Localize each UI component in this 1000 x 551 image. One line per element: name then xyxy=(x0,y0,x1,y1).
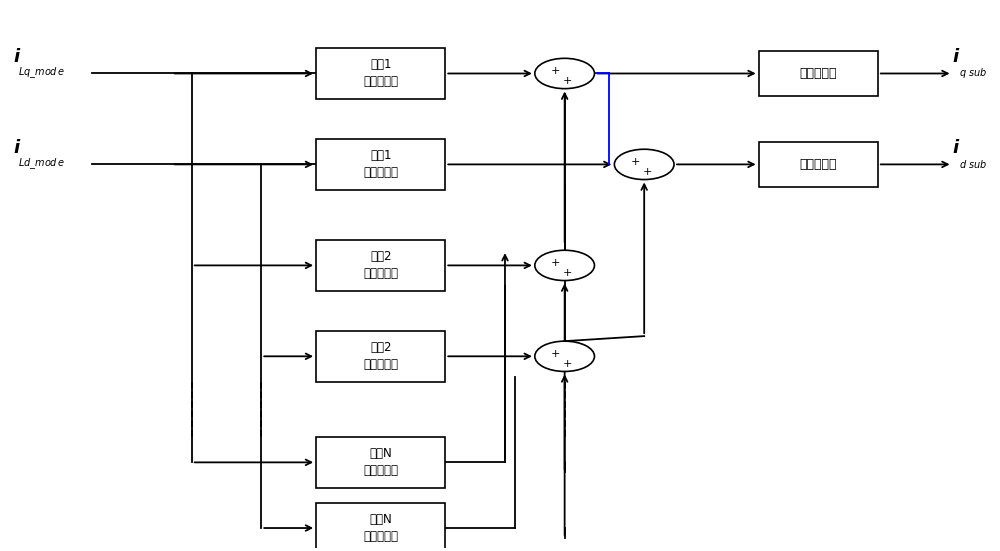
Text: 模态N
带通滤波器: 模态N 带通滤波器 xyxy=(363,513,398,543)
Text: $\boldsymbol{i}$: $\boldsymbol{i}$ xyxy=(13,48,21,66)
Text: +: + xyxy=(631,157,640,167)
Text: 模态1
带通滤波器: 模态1 带通滤波器 xyxy=(363,149,398,180)
Text: $_{Lq\_mod\,e}$: $_{Lq\_mod\,e}$ xyxy=(18,66,65,81)
Text: +: + xyxy=(551,258,560,268)
Text: 模态2
带通滤波器: 模态2 带通滤波器 xyxy=(363,250,398,280)
Circle shape xyxy=(614,149,674,180)
Bar xyxy=(316,437,445,488)
Text: $\boldsymbol{i}$: $\boldsymbol{i}$ xyxy=(13,139,21,157)
Bar xyxy=(316,331,445,381)
Text: $_{d\ sub}$: $_{d\ sub}$ xyxy=(959,158,988,171)
Bar xyxy=(759,142,878,187)
Text: +: + xyxy=(563,76,572,86)
Text: 模态1
带通滤波器: 模态1 带通滤波器 xyxy=(363,58,398,89)
Text: 模态2
带通滤波器: 模态2 带通滤波器 xyxy=(363,341,398,371)
Bar xyxy=(316,48,445,99)
Circle shape xyxy=(535,250,594,280)
Text: $_{q\ sub}$: $_{q\ sub}$ xyxy=(959,66,988,80)
Bar xyxy=(759,51,878,96)
Text: $\boldsymbol{i}$: $\boldsymbol{i}$ xyxy=(952,48,961,66)
Text: $_{Ld\_mod\,e}$: $_{Ld\_mod\,e}$ xyxy=(18,156,65,172)
Text: 模态N
带通滤波器: 模态N 带通滤波器 xyxy=(363,447,398,477)
Text: +: + xyxy=(551,66,560,76)
Bar xyxy=(316,139,445,190)
Bar xyxy=(316,503,445,551)
Text: +: + xyxy=(563,268,572,278)
Text: +: + xyxy=(551,349,560,359)
Text: $\boldsymbol{i}$: $\boldsymbol{i}$ xyxy=(952,139,961,157)
Text: +: + xyxy=(563,359,572,369)
Text: 移相及放大: 移相及放大 xyxy=(799,67,837,80)
Circle shape xyxy=(535,58,594,89)
Bar xyxy=(316,240,445,290)
Text: +: + xyxy=(642,167,652,177)
Text: 移相及放大: 移相及放大 xyxy=(799,158,837,171)
Circle shape xyxy=(535,341,594,371)
